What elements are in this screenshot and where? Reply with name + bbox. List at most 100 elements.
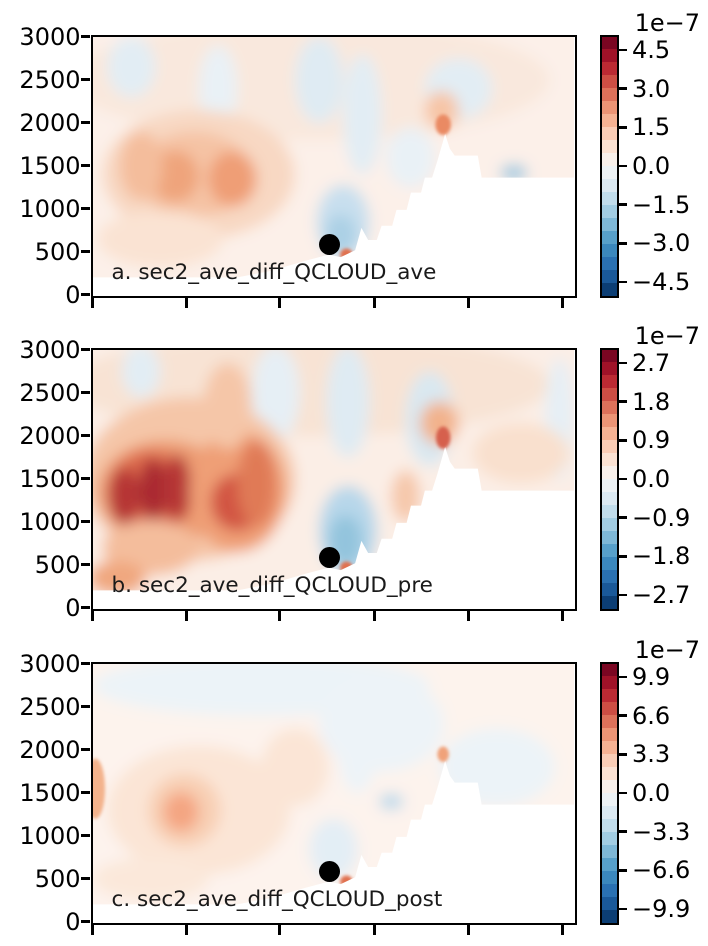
panel-label-c: c. sec2_ave_diff_QCLOUD_post: [111, 886, 443, 912]
colorbar-tick-label: 1.8: [632, 387, 671, 416]
colorbar-segment: [602, 702, 617, 716]
colorbar-segment: [602, 217, 617, 231]
y-tick-mark: [80, 207, 90, 210]
y-tick-mark: [80, 920, 90, 923]
y-tick-label: 500: [34, 237, 81, 266]
colorbar-segment: [602, 230, 617, 244]
y-tick-mark: [80, 121, 90, 124]
colorbar-segment: [602, 530, 617, 544]
colorbar-segment: [602, 663, 617, 677]
colorbar-segment: [602, 780, 617, 794]
y-tick-label: 0: [65, 593, 81, 622]
colorbar-tick-mark: [619, 400, 627, 403]
y-tick-label: 2500: [19, 692, 81, 721]
station-marker: [319, 861, 341, 883]
colorbar-segment: [602, 818, 617, 832]
colorbar-segment: [602, 767, 617, 781]
y-tick-label: 1500: [19, 151, 81, 180]
colorbar-segment: [602, 191, 617, 205]
terrain-mask: [92, 760, 574, 922]
station-marker: [319, 234, 341, 256]
colorbar-segment: [602, 857, 617, 871]
y-tick-mark: [80, 791, 90, 794]
colorbar-segment: [602, 689, 617, 703]
y-tick-label: 500: [34, 550, 81, 579]
colorbar-tick-label: 3.0: [632, 74, 671, 103]
colorbar-segment: [602, 282, 617, 296]
colorbar-segment: [602, 101, 617, 115]
panel-b: 1e−7 b. sec2_ave_diff_QCLOUD_pre 3000 250…: [0, 313, 708, 632]
colorbar-ticks-c: 9.9 6.6 3.3 0.0 −3.3 −6.6 −9.9: [619, 662, 708, 923]
colorbar-segment: [602, 595, 617, 609]
colorbar-tick-mark: [619, 477, 627, 481]
colorbar-segment: [602, 49, 617, 63]
colorbar-segment: [602, 582, 617, 596]
x-tick-mark: [185, 298, 188, 308]
y-tick-label: 500: [34, 864, 81, 893]
colorbar-tick-mark: [619, 280, 627, 284]
colorbar-tick-mark: [619, 593, 627, 597]
y-tick-label: 3000: [19, 22, 81, 51]
contour-field: [92, 36, 574, 295]
colorbar-segment: [602, 754, 617, 768]
x-tick-mark: [278, 611, 281, 621]
colorbar-segment: [602, 62, 617, 76]
colorbar-ticks-a: 4.5 3.0 1.5 0.0 −1.5 −3.0 −4.5: [619, 36, 708, 296]
colorbar-tick-mark: [619, 203, 627, 206]
plot-area-a: a. sec2_ave_diff_QCLOUD_ave 3000 2500 2000…: [19, 23, 577, 309]
colorbar-tick-mark: [619, 675, 627, 679]
colorbar-a: [600, 34, 619, 298]
colorbar-tick-label: 1.5: [632, 113, 671, 142]
x-tick-mark: [373, 925, 376, 935]
y-tick-mark: [80, 293, 90, 296]
colorbar-tick-label: −1.8: [632, 542, 691, 571]
colorbar-tick-label: 0.0: [632, 779, 671, 807]
colorbar-tick-mark: [619, 830, 627, 833]
colorbar-tick-label: −3.0: [632, 229, 691, 258]
y-tick-label: 2000: [19, 421, 81, 450]
colorbar-tick-label: 2.7: [632, 348, 671, 377]
colorbar-tick-label: −1.5: [632, 190, 691, 219]
colorbar-tick-mark: [619, 126, 627, 129]
colorbar-segment: [602, 204, 617, 218]
colorbar-tick-mark: [619, 516, 627, 519]
y-tick-mark: [80, 477, 90, 480]
colorbar-exponent-label: 1e−7: [634, 322, 700, 350]
colorbar-tick-mark: [619, 791, 627, 795]
colorbar-tick-label: 0.0: [632, 152, 671, 180]
panel-label-b: b. sec2_ave_diff_QCLOUD_pre: [111, 572, 433, 598]
y-tick-label: 1000: [19, 507, 81, 536]
colorbar-segment: [602, 504, 617, 518]
colorbar-tick-mark: [619, 87, 627, 90]
y-tick-label: 0: [65, 907, 81, 936]
colorbar-segment: [602, 466, 617, 480]
colorbar-tick-label: 0.0: [632, 465, 671, 493]
colorbar-segment: [602, 453, 617, 467]
colorbar-segment: [602, 127, 617, 141]
station-marker: [319, 547, 341, 569]
y-tick-label: 1500: [19, 778, 81, 807]
x-tick-mark: [561, 925, 564, 935]
panel-a: 1e−7 a. sec2_ave_diff_QCLOUD_ave 3000 250…: [0, 0, 708, 319]
colorbar-tick-label: −6.6: [632, 856, 691, 885]
colorbar-segment: [602, 178, 617, 192]
colorbar-segment: [602, 36, 617, 50]
colorbar-tick-mark: [619, 361, 627, 365]
colorbar-segment: [602, 375, 617, 389]
y-tick-mark: [80, 662, 90, 665]
colorbar-tick-label: 9.9: [632, 662, 671, 691]
plot-area-c: c. sec2_ave_diff_QCLOUD_post 3000 2500 200…: [19, 650, 577, 936]
colorbar-segment: [602, 349, 617, 363]
colorbar-tick-label: 6.6: [632, 701, 671, 730]
y-tick-mark: [80, 78, 90, 81]
y-tick-label: 0: [65, 280, 81, 309]
colorbar-segment: [602, 844, 617, 858]
colorbar-tick-label: −0.9: [632, 503, 691, 532]
y-tick-label: 1500: [19, 464, 81, 493]
colorbar-segment: [602, 243, 617, 257]
colorbar-segment: [602, 166, 617, 179]
contour-field: [92, 349, 574, 608]
colorbar-tick-mark: [619, 753, 627, 756]
colorbar-tick-mark: [619, 555, 627, 558]
